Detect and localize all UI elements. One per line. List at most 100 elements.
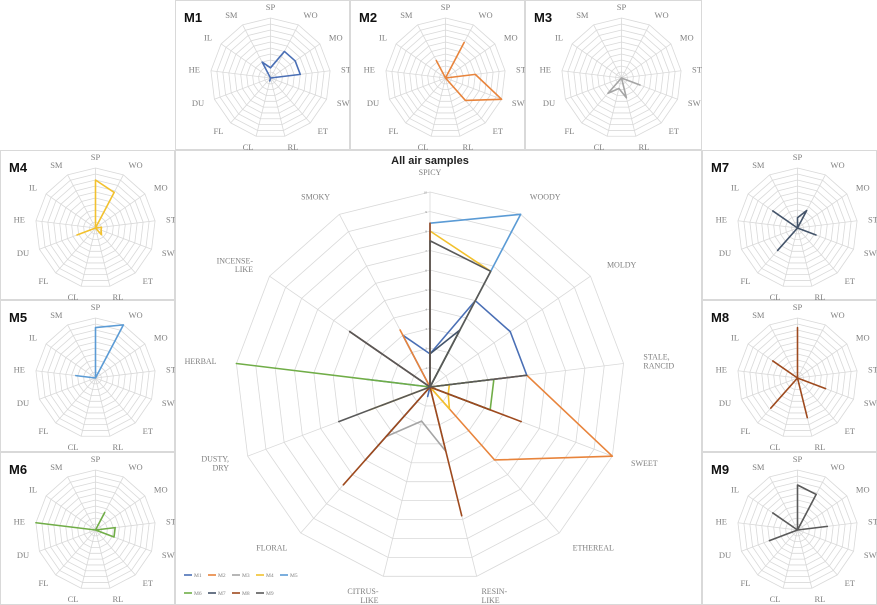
- grid-spoke: [80, 227, 96, 287]
- grid-ring: [579, 35, 664, 120]
- axis-label-line: DU: [719, 550, 731, 560]
- axis-label-line: SP: [441, 2, 451, 12]
- axis-label: MO: [856, 333, 870, 343]
- axis-label: SM: [576, 10, 589, 20]
- axis-label: IL: [29, 333, 37, 343]
- axis-label-line: FL: [388, 126, 398, 136]
- tick-label: 9: [425, 210, 427, 214]
- legend-label: M9: [266, 591, 274, 597]
- axis-label-line: RL: [814, 594, 825, 604]
- grid-spoke: [565, 77, 622, 100]
- axis-label: INCENSE-LIKE: [217, 256, 254, 274]
- axis-label: ST: [692, 64, 703, 74]
- axis-label-line: HE: [14, 214, 25, 224]
- grid-ring: [755, 335, 840, 420]
- axis-label-line: SW: [864, 248, 877, 258]
- panel-title: M9: [711, 462, 729, 477]
- axis-label: ET: [143, 578, 154, 588]
- axis-label: SW: [688, 98, 701, 108]
- axis-label: FL: [38, 276, 48, 286]
- grid-spoke: [389, 77, 446, 100]
- grid-spoke: [95, 377, 136, 424]
- grid-ring: [216, 23, 325, 131]
- axis-label-line: FL: [740, 578, 750, 588]
- series-line-m9: [338, 239, 528, 423]
- axis-label-line: CL: [68, 442, 79, 452]
- axis-label-line: HE: [716, 516, 727, 526]
- axis-label-line: WO: [830, 462, 844, 472]
- legend-item-m2: M2: [208, 573, 226, 579]
- axis-label-line: SM: [752, 310, 765, 320]
- axis-label: HE: [716, 516, 727, 526]
- axis-label: SM: [50, 160, 63, 170]
- axis-label-line: CL: [68, 594, 79, 604]
- grid-ring: [597, 53, 646, 102]
- axis-label-line: RESIN-: [481, 587, 507, 596]
- axis-label-line: DU: [367, 98, 379, 108]
- grid-spoke: [769, 174, 798, 229]
- grid-ring: [603, 59, 640, 96]
- grid-spoke: [621, 24, 650, 79]
- axis-label: DU: [17, 398, 29, 408]
- grid-spoke: [385, 70, 446, 79]
- axis-label: HE: [14, 516, 25, 526]
- tick-label: 4: [425, 308, 427, 312]
- grid-spoke: [45, 343, 96, 379]
- axis-label-line: HE: [14, 516, 25, 526]
- grid-ring: [779, 359, 816, 396]
- axis-label-line: WOODY: [530, 192, 561, 201]
- grid-spoke: [621, 43, 672, 79]
- axis-label-line: ET: [143, 276, 154, 286]
- axis-label: DU: [719, 398, 731, 408]
- axis-label-line: ST: [868, 516, 877, 526]
- axis-label-line: SP: [793, 152, 803, 162]
- small-radar-m4: SP WO MO ST SW ET RL CL FL DU HE IL SM M4: [0, 150, 177, 302]
- grid-ring: [83, 365, 108, 391]
- axis-label-line: IL: [731, 183, 739, 193]
- axis-label: HE: [14, 364, 25, 374]
- axis-label: CL: [770, 292, 781, 302]
- axis-label: CL: [770, 442, 781, 452]
- axis-label-line: MO: [856, 183, 870, 193]
- axis-label-line: RL: [638, 142, 649, 152]
- grid-spoke: [797, 495, 848, 531]
- axis-label-line: SPICY: [419, 168, 442, 177]
- grid-ring: [773, 353, 822, 402]
- small-radar-m8: SP WO MO ST SW ET RL CL FL DU HE IL SM M8: [702, 300, 877, 452]
- grid-ring: [258, 65, 283, 91]
- axis-label-line: CL: [418, 142, 429, 152]
- grid-ring: [89, 371, 102, 385]
- grid-spoke: [571, 43, 622, 79]
- grid-ring: [433, 65, 458, 91]
- grid-spoke: [395, 43, 446, 79]
- grid-ring: [65, 197, 126, 258]
- axis-label-line: IL: [204, 33, 212, 43]
- grid-ring: [71, 203, 120, 252]
- grid-spoke: [210, 70, 271, 79]
- axis-label-line: RL: [287, 142, 298, 152]
- axis-label: FL: [388, 126, 398, 136]
- grid-ring: [47, 179, 144, 276]
- grid-ring: [779, 511, 816, 548]
- axis-label: DU: [17, 550, 29, 560]
- grid-ring: [234, 41, 307, 114]
- panel-title: M4: [9, 160, 28, 175]
- grid-ring: [59, 341, 132, 414]
- grid-spoke: [769, 476, 798, 531]
- axis-label-line: SP: [91, 302, 101, 312]
- grid-spoke: [220, 43, 271, 79]
- axis-label-line: IL: [29, 183, 37, 193]
- axis-label-line: IL: [731, 485, 739, 495]
- axis-label: RL: [462, 142, 473, 152]
- grid-ring: [737, 317, 858, 437]
- legend-item-m8: M8: [232, 591, 250, 597]
- grid-spoke: [270, 77, 286, 137]
- grid-spoke: [255, 77, 271, 137]
- axis-label-line: SW: [864, 550, 877, 560]
- axis-label: SP: [266, 2, 276, 12]
- grid-spoke: [797, 193, 848, 229]
- grid-ring: [737, 167, 858, 287]
- axis-label-line: DU: [192, 98, 204, 108]
- axis-label: SW: [162, 550, 175, 560]
- axis-label-line: SM: [752, 160, 765, 170]
